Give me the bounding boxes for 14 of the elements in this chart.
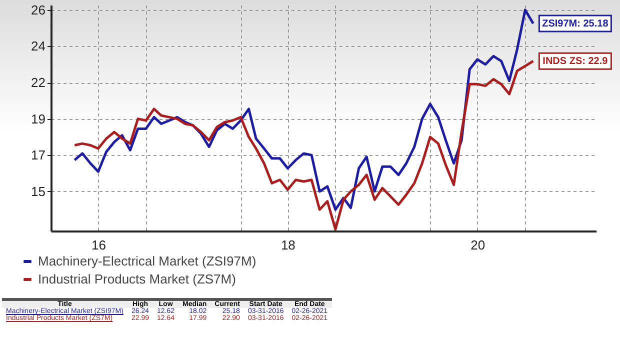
x-tick-label: 16 [92, 238, 106, 252]
line-series [73, 60, 534, 231]
y-tick-label: 17 [31, 148, 46, 163]
legend-label: Machinery-Electrical Market (ZSI97M) [38, 254, 256, 268]
x-tick-label: 20 [470, 238, 486, 252]
annotation: ZSI97M: 25.18 [542, 18, 609, 30]
x-tick-label: 18 [280, 238, 296, 252]
annotation: INDS ZS: 22.9 [542, 56, 608, 68]
legend-label: Industrial Products Market (ZS7M) [38, 272, 236, 286]
y-tick-label: 26 [31, 2, 46, 18]
y-tick-label: 22 [31, 75, 46, 90]
y-tick-label: 19 [31, 111, 46, 126]
y-tick-label: 15 [31, 184, 46, 199]
y-tick-label: 24 [31, 38, 46, 54]
